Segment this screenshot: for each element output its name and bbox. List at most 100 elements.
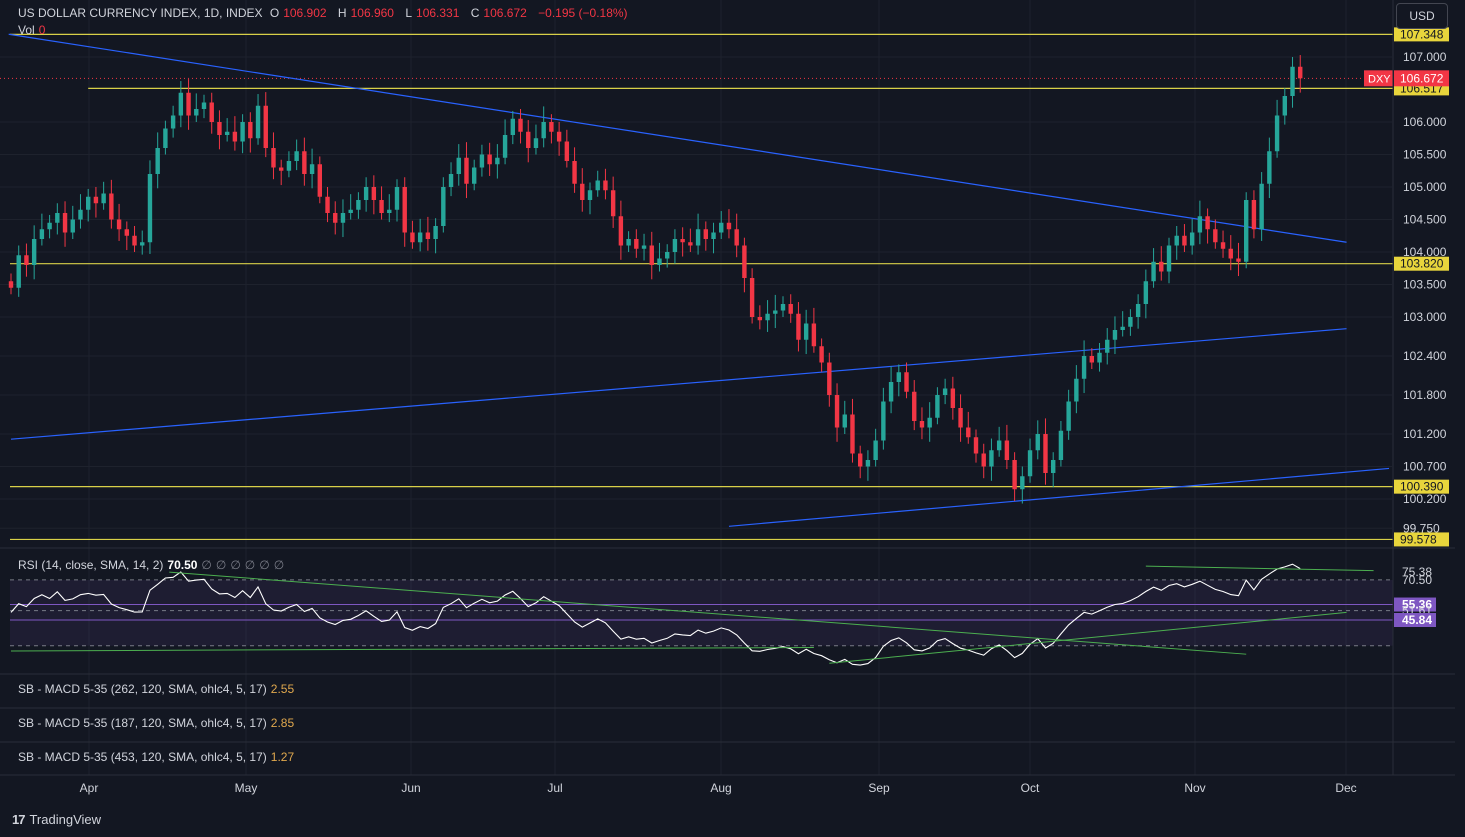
candle-body bbox=[603, 180, 608, 191]
y-tick-label: 103.000 bbox=[1403, 310, 1447, 324]
candle-body bbox=[726, 222, 732, 230]
candle-body bbox=[333, 213, 338, 223]
candle-body bbox=[1097, 352, 1102, 363]
candle-body bbox=[587, 190, 593, 200]
candle-body bbox=[510, 118, 515, 135]
candle-body bbox=[780, 304, 786, 311]
rsi-trendline bbox=[169, 571, 1247, 655]
y-tick-label: 104.500 bbox=[1403, 213, 1447, 227]
open-value: 106.902 bbox=[283, 6, 327, 20]
candle-body bbox=[271, 148, 276, 168]
trendlines bbox=[8, 33, 1390, 527]
candle-body bbox=[1220, 242, 1226, 249]
candle-body bbox=[379, 200, 384, 213]
candle-body bbox=[1228, 248, 1233, 259]
candle-body bbox=[950, 388, 956, 408]
macd-name: SB - MACD 5-35 (262, 120, SMA, ohlc4, 5,… bbox=[18, 682, 267, 696]
candle-body bbox=[942, 388, 948, 395]
candle-body bbox=[734, 229, 739, 246]
candle-body bbox=[93, 196, 99, 204]
candle-body bbox=[1244, 200, 1249, 262]
candle-body bbox=[16, 255, 21, 288]
candle-body bbox=[147, 174, 153, 243]
candle-body bbox=[865, 460, 871, 467]
candle-body bbox=[912, 391, 917, 421]
y-tick-label: 100.700 bbox=[1403, 460, 1447, 474]
candle-body bbox=[402, 187, 407, 233]
candle-body bbox=[626, 239, 631, 246]
rsi-trendline bbox=[829, 611, 1347, 664]
candle-body bbox=[240, 122, 245, 142]
candle-body bbox=[472, 167, 477, 184]
currency-button[interactable]: USD bbox=[1396, 3, 1448, 29]
rsi-legend[interactable]: RSI (14, close, SMA, 14, 2) 70.50 ∅ ∅ ∅ ∅ ∅ ∅ bbox=[18, 558, 284, 572]
tradingview-brand[interactable]: 17 TradingView bbox=[12, 812, 101, 827]
candle-body bbox=[31, 239, 37, 265]
candle-body bbox=[194, 109, 199, 116]
candle-body bbox=[62, 213, 68, 233]
candle-body bbox=[811, 323, 817, 347]
rsi-axis-label: 55.36 bbox=[1402, 598, 1432, 612]
candle-body bbox=[1174, 235, 1179, 246]
x-tick-label: Apr bbox=[80, 781, 99, 795]
candle-body bbox=[858, 453, 863, 467]
last-price-tag bbox=[1394, 70, 1449, 87]
macd-legend-2[interactable]: SB - MACD 5-35 (187, 120, SMA, ohlc4, 5,… bbox=[18, 716, 294, 730]
candle-body bbox=[1197, 216, 1203, 233]
candle-body bbox=[1128, 317, 1133, 327]
candle-body bbox=[178, 92, 184, 116]
candle-body bbox=[1051, 460, 1056, 473]
low-value: 106.331 bbox=[416, 6, 460, 20]
candle-body bbox=[86, 196, 91, 210]
candle-body bbox=[827, 362, 832, 395]
volume-value: 0 bbox=[38, 23, 46, 37]
candle-body bbox=[170, 115, 176, 129]
macd-legend-3[interactable]: SB - MACD 5-35 (453, 120, SMA, ohlc4, 5,… bbox=[18, 750, 294, 764]
candle-body bbox=[1081, 356, 1087, 379]
level-tag bbox=[1394, 27, 1449, 42]
x-tick-label: May bbox=[235, 781, 258, 795]
candle-body bbox=[1290, 66, 1295, 96]
macd-value: 1.27 bbox=[270, 750, 295, 764]
candle-body bbox=[1259, 183, 1264, 230]
x-tick-label: Oct bbox=[1021, 781, 1040, 795]
candle-body bbox=[526, 131, 531, 148]
rsi-value: 70.50 bbox=[167, 558, 198, 572]
candle-body bbox=[896, 372, 901, 382]
macd-legend-1[interactable]: SB - MACD 5-35 (262, 120, SMA, ohlc4, 5,… bbox=[18, 682, 294, 696]
candle-body bbox=[572, 161, 577, 184]
candle-body bbox=[140, 242, 145, 246]
candle-body bbox=[742, 245, 747, 278]
candle-body bbox=[1074, 378, 1079, 402]
candle-body bbox=[1282, 96, 1287, 116]
candle-body bbox=[394, 187, 400, 210]
candle-body bbox=[549, 122, 554, 132]
rsi-extra: ∅ bbox=[215, 558, 227, 572]
candle-body bbox=[888, 382, 894, 402]
rsi-axis-label: 70.50 bbox=[1402, 573, 1432, 587]
candle-body bbox=[703, 229, 708, 239]
macd-value: 2.55 bbox=[270, 682, 295, 696]
candle-body bbox=[641, 245, 647, 249]
candle-body bbox=[255, 105, 261, 139]
high-label: H bbox=[337, 6, 347, 20]
candle-body bbox=[803, 323, 809, 340]
candle-body bbox=[1058, 430, 1064, 460]
candle-body bbox=[749, 278, 755, 317]
candle-body bbox=[433, 226, 438, 239]
rsi-axis-label: 45.84 bbox=[1402, 613, 1432, 627]
y-tick-label: 106.000 bbox=[1403, 115, 1447, 129]
candle-body bbox=[116, 219, 122, 230]
candle-body bbox=[1027, 450, 1033, 477]
rsi-axis-tag bbox=[1394, 597, 1436, 612]
candle-body bbox=[518, 118, 523, 132]
level-tag-label: 99.578 bbox=[1400, 532, 1437, 546]
candle-body bbox=[47, 222, 52, 230]
candle-body bbox=[996, 440, 1002, 451]
macd-name: SB - MACD 5-35 (453, 120, SMA, ohlc4, 5,… bbox=[18, 750, 267, 764]
level-tag bbox=[1394, 532, 1449, 547]
rsi-axis-tag bbox=[1394, 613, 1436, 627]
candle-body bbox=[24, 255, 29, 265]
candle-body bbox=[610, 190, 616, 217]
